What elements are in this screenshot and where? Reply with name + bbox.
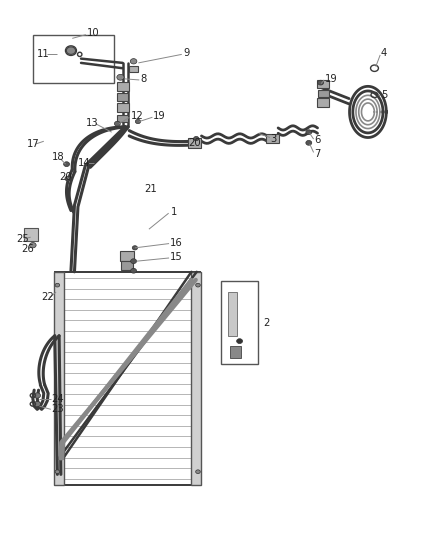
Ellipse shape (117, 74, 124, 80)
Text: 15: 15 (170, 252, 183, 262)
Ellipse shape (67, 47, 76, 54)
Text: 13: 13 (85, 118, 98, 127)
Ellipse shape (131, 259, 137, 264)
Text: 8: 8 (140, 74, 146, 84)
Bar (191, 272, 201, 485)
Bar (230, 346, 241, 358)
Bar (117, 103, 129, 112)
Text: 24: 24 (52, 394, 64, 403)
Text: 22: 22 (42, 293, 54, 302)
Ellipse shape (306, 130, 312, 134)
Bar (121, 261, 133, 270)
Text: 21: 21 (145, 184, 157, 194)
Bar (117, 82, 129, 91)
Ellipse shape (114, 122, 120, 126)
Text: 3: 3 (271, 134, 277, 143)
Text: 18: 18 (52, 152, 64, 162)
Ellipse shape (237, 339, 243, 344)
Bar (317, 98, 329, 107)
Ellipse shape (196, 284, 200, 287)
Text: 20: 20 (59, 172, 72, 182)
Ellipse shape (64, 162, 70, 166)
Text: 17: 17 (27, 139, 40, 149)
Bar (318, 90, 328, 97)
Ellipse shape (131, 269, 137, 273)
Text: 25: 25 (17, 234, 29, 244)
Bar (54, 272, 64, 485)
Ellipse shape (196, 470, 200, 473)
Bar (221, 281, 258, 364)
Bar (117, 115, 128, 122)
Ellipse shape (34, 401, 40, 407)
Ellipse shape (306, 141, 312, 146)
Ellipse shape (55, 470, 60, 473)
Bar (317, 80, 329, 88)
Text: 23: 23 (52, 405, 64, 414)
Ellipse shape (34, 393, 40, 398)
Text: 19: 19 (153, 111, 166, 121)
Text: 1: 1 (171, 207, 177, 217)
Ellipse shape (55, 284, 60, 287)
Bar (266, 134, 279, 143)
Ellipse shape (131, 59, 137, 64)
Text: 9: 9 (183, 49, 190, 58)
Ellipse shape (135, 119, 141, 124)
Text: 6: 6 (314, 135, 321, 145)
Text: 20: 20 (188, 138, 201, 148)
Text: 2: 2 (263, 318, 269, 328)
Bar (120, 251, 134, 261)
Text: 12: 12 (131, 111, 143, 121)
Bar (117, 93, 128, 101)
Text: 26: 26 (21, 245, 34, 254)
Ellipse shape (65, 176, 71, 181)
Text: 11: 11 (37, 50, 50, 59)
Ellipse shape (30, 243, 36, 248)
Ellipse shape (132, 246, 138, 250)
Text: 19: 19 (325, 74, 338, 84)
Text: 4: 4 (381, 49, 387, 58)
Bar (188, 138, 201, 148)
Bar (228, 292, 237, 336)
Text: 14: 14 (78, 158, 91, 167)
Bar (24, 228, 38, 241)
Ellipse shape (194, 136, 199, 141)
Text: 7: 7 (314, 149, 321, 158)
Ellipse shape (318, 80, 324, 85)
Bar (33, 35, 114, 83)
Text: 5: 5 (381, 90, 388, 100)
Text: 10: 10 (87, 28, 99, 38)
Bar (129, 66, 138, 72)
Text: 16: 16 (170, 238, 183, 247)
Bar (55, 272, 200, 485)
